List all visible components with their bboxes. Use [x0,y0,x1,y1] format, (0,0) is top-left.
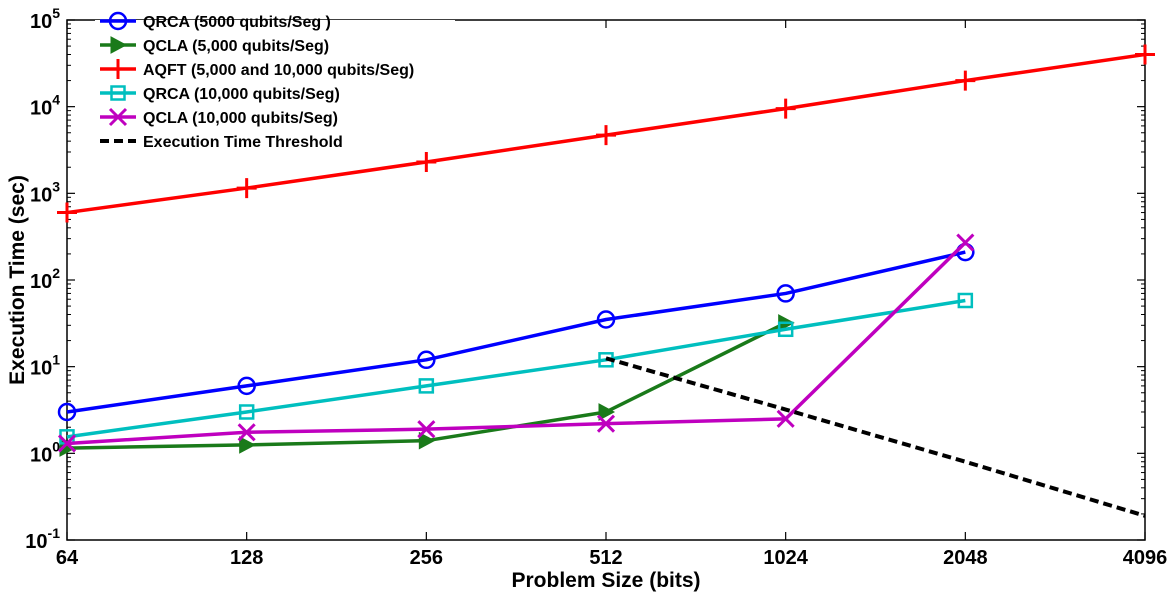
legend-entry-4: QCLA (10,000 qubits/Seg) [100,107,338,127]
legend-label-3: QRCA (10,000 qubits/Seg) [143,86,340,103]
legend-label-0: QRCA (5000 qubits/Seg ) [143,14,331,31]
x-tick-label-2048: 2048 [943,547,988,569]
legend-entry-0: QRCA (5000 qubits/Seg ) [100,11,331,31]
legend-marker-3 [110,85,126,101]
series-line-5 [605,356,1146,518]
legend-marker-2 [108,59,128,79]
point-4-1 [237,423,256,442]
y-tick-labels: 10-1 100 101 102 103 104 105 [25,5,60,553]
point-2-1 [236,178,257,199]
series-line-0 [66,250,966,414]
x-tick-label-64: 64 [56,547,79,569]
point-3-2 [418,378,435,394]
y-tick-label-2: 101 [30,352,60,380]
y-axis-label: Execution Time (sec) [6,175,29,385]
point-0-2 [417,350,436,370]
point-2-6 [1135,44,1155,65]
legend-marker-4 [108,107,128,127]
legend-marker-1 [110,36,128,54]
point-3-4 [777,321,794,338]
point-3-1 [238,404,255,420]
point-0-0 [57,402,77,422]
x-tick-label-128: 128 [230,547,263,569]
point-1-3 [598,403,616,421]
point-2-3 [596,125,616,146]
series-4 [57,233,975,453]
x-tick-label-256: 256 [410,547,443,569]
y-tick-label-6: 105 [30,5,60,33]
legend-box [95,20,455,150]
y-tick-label-3: 102 [30,265,60,293]
point-4-0 [57,434,77,453]
point-2-2 [416,151,437,172]
series-layer [57,44,1155,518]
point-3-5 [957,292,974,309]
point-1-1 [239,436,256,454]
legend-label-4: QCLA (10,000 qubits/Seg) [143,110,338,127]
y-tick-label-5: 104 [30,92,60,120]
x-tick-label-4096: 4096 [1123,547,1167,569]
point-2-0 [57,202,77,223]
series-line-4 [66,241,967,446]
point-2-5 [955,70,976,91]
legend-marker-0 [108,11,128,31]
axis-ticks [66,19,1146,541]
x-tick-labels: 64 128 256 512 1024 2048 4096 [56,547,1167,569]
legend-entry-2: AQFT (5,000 and 10,000 qubits/Seg) [100,59,414,79]
point-0-1 [237,376,256,396]
point-1-2 [418,431,436,450]
point-0-4 [776,284,795,303]
legend-label-1: QCLA (5,000 qubits/Seg) [143,38,329,55]
legend-entry-3: QRCA (10,000 qubits/Seg) [100,85,340,103]
legend-label-5: Execution Time Threshold [143,134,343,151]
legend-label-2: AQFT (5,000 and 10,000 qubits/Seg) [143,62,414,79]
y-tick-label-0: 10-1 [25,525,60,553]
point-4-5 [956,233,975,252]
legend-entry-1: QCLA (5,000 qubits/Seg) [100,36,329,55]
point-4-3 [596,414,616,433]
x-tick-label-512: 512 [589,547,622,569]
x-axis-label: Problem Size (bits) [511,569,700,592]
series-line-3 [66,298,966,439]
x-tick-label-1024: 1024 [763,547,808,569]
y-tick-label-4: 103 [30,178,60,206]
point-4-2 [417,420,436,439]
point-2-4 [775,98,796,119]
y-tick-label-1: 100 [30,438,60,466]
legend-entry-5: Execution Time Threshold [100,134,343,151]
series-5 [605,356,1146,518]
series-2 [57,44,1155,223]
legend: QRCA (5000 qubits/Seg ) QCLA (5,000 qubit… [95,11,455,151]
point-0-3 [596,310,616,329]
point-4-4 [776,409,795,428]
